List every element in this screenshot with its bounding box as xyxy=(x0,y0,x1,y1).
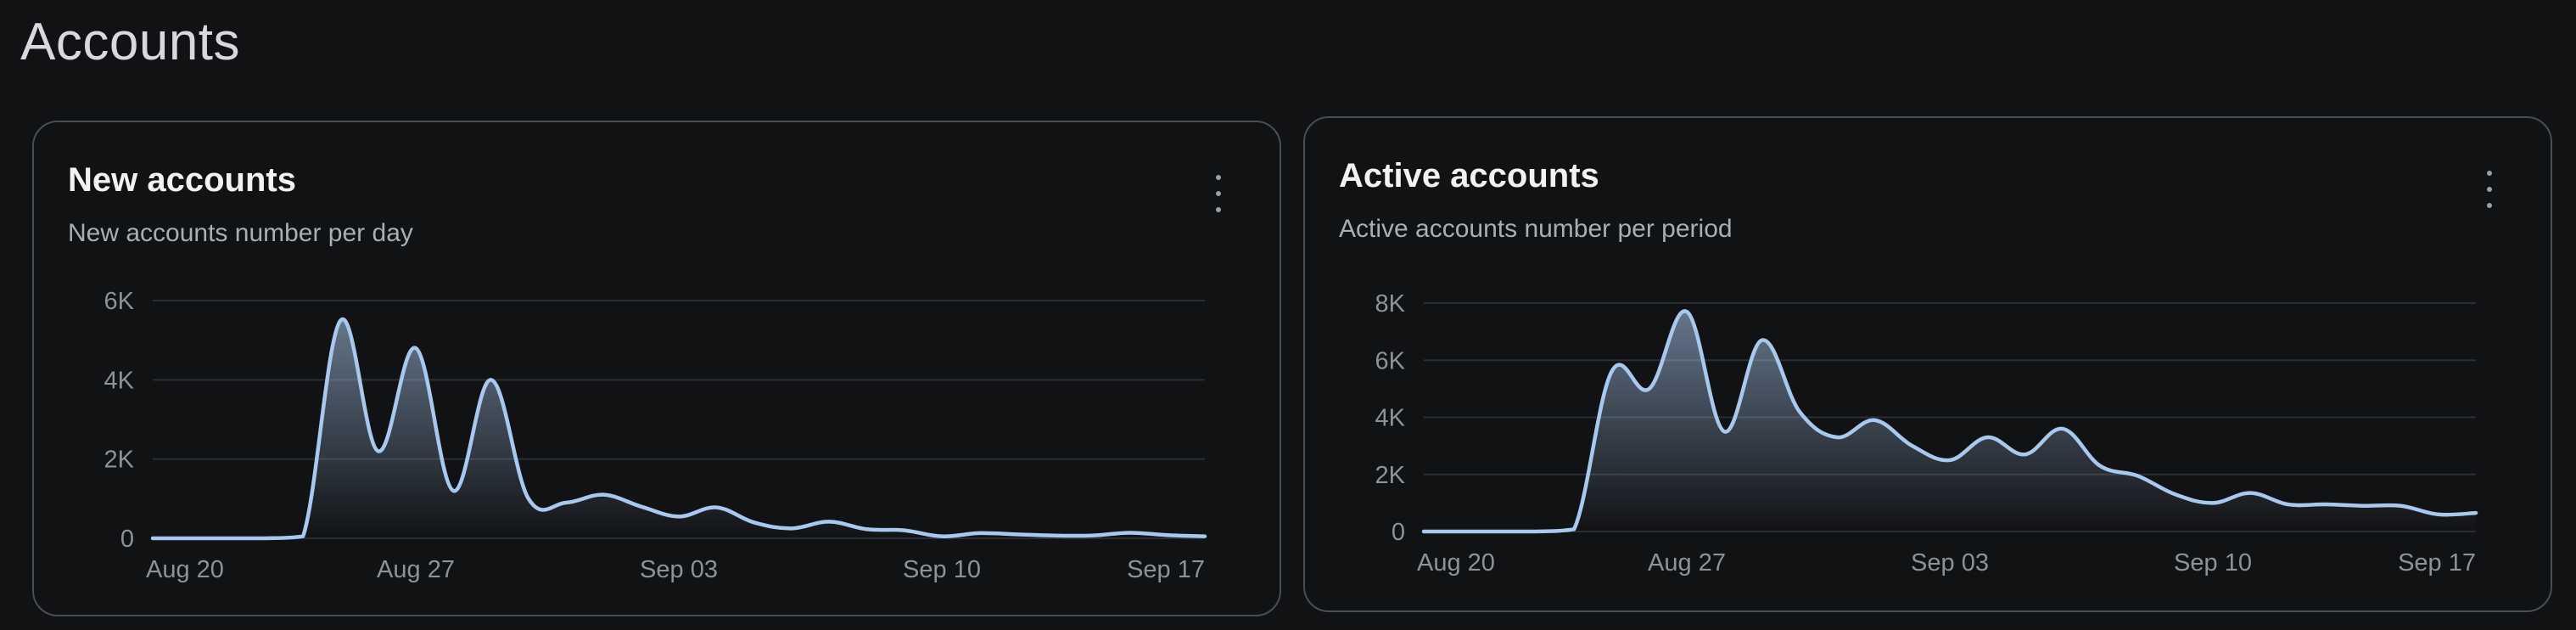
new-accounts-chart: 0 2K 4K 6K Aug 20 Aug 27 Sep 03 Sep 10 Sep 17 xyxy=(104,288,1207,583)
data-point xyxy=(2286,502,2291,507)
data-point xyxy=(263,536,268,541)
data-point xyxy=(526,496,531,501)
data-point xyxy=(1947,458,1952,463)
data-point xyxy=(826,519,832,524)
data-point xyxy=(1609,369,1614,374)
data-point xyxy=(1647,386,1652,391)
data-point xyxy=(150,536,155,541)
data-point xyxy=(977,531,982,536)
data-point xyxy=(1015,532,1020,537)
card-title: New accounts xyxy=(68,161,296,199)
data-point xyxy=(1459,529,1464,534)
data-point xyxy=(2398,503,2403,509)
x-tick-label: Sep 03 xyxy=(1911,549,1989,577)
kebab-menu-button[interactable] xyxy=(1208,173,1229,214)
y-tick-label: 6K xyxy=(1375,347,1406,374)
data-point xyxy=(714,505,719,510)
x-tick-label: Aug 27 xyxy=(1648,549,1726,577)
active-accounts-chart: 0 2K 4K 6K 8K Aug 20 Aug 27 Sep 03 Sep 10 Sep 17 xyxy=(1375,290,2478,577)
data-point xyxy=(563,500,568,505)
y-tick-label: 2K xyxy=(1375,462,1406,489)
card-title: Active accounts xyxy=(1339,157,1599,194)
data-point xyxy=(226,536,231,541)
data-point xyxy=(2436,512,2441,517)
series-area xyxy=(1424,311,2476,532)
data-point xyxy=(2173,492,2178,497)
data-point xyxy=(338,318,343,323)
x-tick-label: Aug 20 xyxy=(1417,549,1495,577)
x-tick-label: Sep 17 xyxy=(2398,549,2476,577)
data-point xyxy=(1497,529,1502,534)
series-area xyxy=(153,318,1205,538)
y-tick-label: 4K xyxy=(104,367,135,394)
data-point xyxy=(2323,502,2328,507)
data-point xyxy=(1722,429,1727,434)
card-subtitle: Active accounts number per period xyxy=(1339,215,1733,243)
new-accounts-card: New accounts New accounts number per day… xyxy=(32,121,1281,616)
kebab-menu-button[interactable] xyxy=(2479,169,2500,210)
series-line xyxy=(150,317,1207,541)
data-point xyxy=(188,536,193,541)
data-point xyxy=(1684,309,1689,314)
data-point xyxy=(2248,491,2253,496)
data-point xyxy=(1052,533,1057,538)
data-point xyxy=(601,492,606,498)
x-tick-label: Aug 27 xyxy=(377,556,455,583)
data-point xyxy=(1165,532,1170,537)
data-point xyxy=(1760,338,1765,343)
data-point xyxy=(639,504,644,509)
y-tick-label: 4K xyxy=(1375,405,1406,432)
data-point xyxy=(451,488,456,493)
data-point xyxy=(413,346,418,351)
data-point xyxy=(1872,418,1877,423)
kebab-vertical-icon xyxy=(1216,175,1221,180)
data-point xyxy=(752,520,757,525)
data-point xyxy=(2473,510,2478,515)
data-point xyxy=(2360,503,2366,509)
page-title: Accounts xyxy=(20,13,241,71)
active-accounts-card: Active accounts Active accounts number p… xyxy=(1303,116,2552,612)
data-point xyxy=(2135,473,2140,478)
data-point xyxy=(1910,443,1915,448)
data-point xyxy=(1985,435,1990,440)
y-tick-label: 8K xyxy=(1375,290,1406,318)
x-tick-label: Aug 20 xyxy=(146,556,224,583)
data-point xyxy=(1534,529,1539,534)
data-point xyxy=(2210,500,2215,505)
data-point xyxy=(1202,534,1207,539)
data-point xyxy=(376,448,381,453)
data-point xyxy=(489,377,494,382)
data-point xyxy=(864,526,869,532)
kebab-vertical-icon xyxy=(2487,171,2492,176)
y-tick-label: 2K xyxy=(104,447,135,474)
card-subtitle: New accounts number per day xyxy=(68,219,413,247)
series-line xyxy=(1421,309,2478,534)
data-point xyxy=(939,534,944,539)
data-point xyxy=(1797,409,1802,414)
x-tick-label: Sep 17 xyxy=(1127,556,1205,583)
x-tick-label: Sep 03 xyxy=(640,556,718,583)
data-point xyxy=(789,526,794,531)
data-point xyxy=(902,528,907,533)
data-point xyxy=(1421,529,1426,534)
data-point xyxy=(1571,526,1576,532)
y-tick-label: 0 xyxy=(1392,519,1405,546)
y-tick-label: 0 xyxy=(120,526,134,553)
x-tick-label: Sep 10 xyxy=(903,556,981,583)
x-tick-label: Sep 10 xyxy=(2174,549,2252,577)
data-point xyxy=(2023,452,2028,457)
data-point xyxy=(1127,530,1132,535)
data-point xyxy=(1089,533,1095,538)
data-point xyxy=(676,514,681,519)
data-point xyxy=(2097,464,2103,469)
y-tick-label: 6K xyxy=(104,288,135,315)
data-point xyxy=(2060,426,2065,431)
data-point xyxy=(300,534,305,539)
data-point xyxy=(1834,435,1840,440)
